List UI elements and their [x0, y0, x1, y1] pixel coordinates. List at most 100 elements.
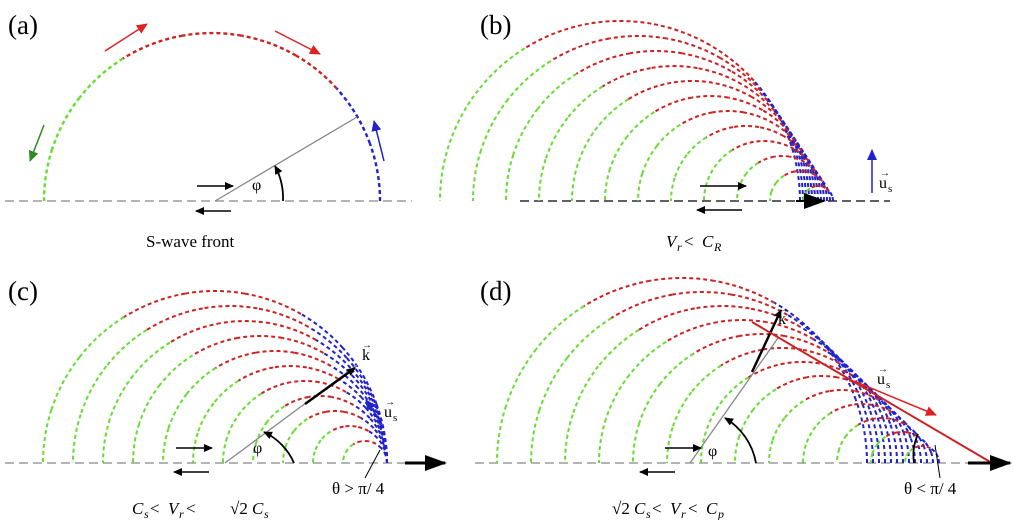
arcs-d-front-8-seg-4	[829, 388, 855, 393]
panel-a-phi: φ	[252, 177, 261, 194]
arcs-b-front-10-seg-7	[770, 181, 778, 193]
arcs-c-front-10-seg-6	[346, 443, 354, 451]
arcs-d-front-8-seg-0	[909, 437, 917, 464]
arcs-d-front-1-seg-3	[731, 293, 788, 316]
panel-a-red-arrow-right	[274, 30, 321, 55]
arcs-b-front-2-seg-2	[730, 70, 769, 102]
arcs-c-front-10-seg-3	[368, 440, 377, 445]
svg-text:√2: √2	[230, 499, 248, 518]
arcs-c-front-2-seg-2	[315, 339, 352, 369]
arcs-d-front-6-seg-7	[704, 400, 724, 433]
arcs-d-front-0-seg-6	[535, 305, 585, 350]
arcs-a-front-0-seg-3	[240, 34, 297, 57]
arcs-c-front-0-seg-7	[50, 356, 81, 411]
arcs-d-front-3-seg-8	[598, 418, 607, 464]
arcs-d-front-5-seg-5	[720, 348, 763, 367]
arcs-d-front-8-seg-8	[768, 440, 774, 464]
arcs-d-front-3-seg-6	[628, 340, 667, 376]
arcs-b-front-9-seg-4	[774, 155, 790, 158]
arcs-d-front-8-seg-3	[854, 390, 880, 401]
arcs-c-front-2-seg-7	[108, 374, 134, 420]
panel-c-us-arrow	[365, 399, 383, 425]
arcs-b-front-8-seg-5	[731, 140, 754, 151]
arcs-d-front-1-seg-4	[672, 291, 732, 296]
arcs-d-front-7-seg-0	[902, 432, 911, 464]
arcs-d-front-6-seg-0	[895, 428, 904, 464]
panel-c-phi: φ	[253, 440, 262, 457]
arcs-b-front-3-seg-5	[601, 67, 651, 88]
panel-b-label: (b)	[480, 10, 511, 40]
arcs-b-front-4-seg-2	[751, 96, 782, 122]
arcs-b-front-7-seg-8	[670, 177, 676, 202]
panel-a-radius-line	[214, 116, 358, 202]
arcs-d-front-1-seg-8	[530, 409, 541, 464]
arcs-b-front-5-seg-3	[728, 96, 764, 111]
arcs-d-front-9-seg-6	[814, 412, 832, 428]
arcs-c-front-6-seg-6	[239, 392, 263, 414]
arcs-d-front-0-seg-4	[649, 276, 715, 282]
arcs-c-front-1-seg-2	[308, 326, 348, 359]
arcs-c-front-1-seg-4	[202, 305, 258, 310]
panel-b-caption: V r < C R	[666, 232, 722, 254]
panel-b-wavefronts	[439, 19, 834, 202]
arcs-b-front-8-seg-1	[807, 160, 822, 181]
arcs-d-front-7-seg-6	[752, 388, 777, 411]
svg-text:p: p	[717, 507, 724, 520]
arcs-d-front-10-seg-3	[889, 417, 905, 425]
arcs-c-front-1-seg-3	[257, 307, 309, 328]
svg-text:→: →	[878, 364, 888, 375]
arcs-d-front-0-seg-0	[854, 399, 868, 464]
arcs-b-front-11-seg-0	[831, 195, 834, 202]
arcs-c-front-7-seg-4	[308, 394, 332, 398]
svg-text:C: C	[132, 499, 144, 518]
panel-d-caption: √2 C s < V r < C p	[612, 499, 724, 520]
arcs-d-front-4-seg-4	[739, 333, 785, 337]
arcs-b-front-1-seg-4	[609, 34, 667, 40]
arcs-a-front-0-seg-2	[295, 54, 338, 90]
svg-text:r: r	[681, 507, 686, 520]
arcs-c-front-7-seg-2	[352, 404, 371, 419]
svg-text:<: <	[150, 499, 160, 518]
arcs-c-front-6-seg-5	[260, 381, 291, 395]
arcs-c-front-2-seg-5	[169, 322, 221, 344]
arcs-c-front-3-seg-2	[323, 352, 356, 379]
svg-text:→: →	[385, 397, 395, 408]
panel-c-caption: C s < V r < √2 C s	[132, 499, 269, 520]
svg-text:C: C	[706, 499, 718, 518]
svg-text:→: →	[779, 304, 789, 315]
arcs-d-front-1-seg-6	[566, 317, 612, 359]
arcs-d-front-12-seg-7	[904, 451, 910, 459]
arcs-d-front-2-seg-5	[638, 307, 695, 331]
arcs-d-front-8-seg-6	[783, 400, 804, 419]
arcs-d-front-10-seg-2	[903, 423, 917, 434]
arcs-b-front-10-seg-8	[769, 191, 773, 202]
svg-text:s: s	[886, 379, 890, 391]
arcs-d-front-8-seg-1	[895, 413, 912, 439]
arcs-d-front-5-seg-8	[665, 427, 674, 464]
arcs-b-front-8-seg-6	[715, 149, 733, 165]
svg-text:u: u	[877, 371, 885, 388]
arcs-b-front-11-seg-2	[824, 187, 830, 192]
arcs-d-front-7-seg-7	[738, 408, 755, 437]
panel-a-wavefronts	[42, 31, 382, 202]
panel-c-k-label: k →	[362, 340, 372, 364]
arcs-d-front-9-seg-4	[851, 403, 873, 406]
arcs-b-front-7-seg-2	[782, 135, 803, 152]
arcs-c-front-0-seg-6	[78, 316, 125, 358]
arcs-b-front-3-seg-2	[740, 83, 776, 112]
arcs-c-front-9-seg-6	[320, 430, 331, 441]
arcs-d-front-7-seg-8	[734, 435, 741, 464]
arcs-b-front-0-seg-4	[588, 19, 652, 25]
arcs-c-front-0-seg-4	[184, 289, 246, 295]
svg-text:s: s	[144, 507, 149, 520]
arcs-b-front-9-seg-3	[789, 155, 805, 163]
arcs-d-front-3-seg-3	[766, 321, 814, 341]
arcs-d-front-9-seg-5	[830, 403, 852, 414]
arcs-b-front-5-seg-7	[609, 135, 629, 169]
svg-text:C: C	[252, 499, 264, 518]
arcs-a-front-0-seg-5	[122, 34, 184, 60]
arcs-b-front-2-seg-7	[512, 108, 539, 155]
arcs-b-front-11-seg-8	[801, 196, 805, 202]
arcs-b-front-9-seg-7	[738, 172, 748, 188]
panel-c-us-label: u s →	[384, 397, 397, 424]
